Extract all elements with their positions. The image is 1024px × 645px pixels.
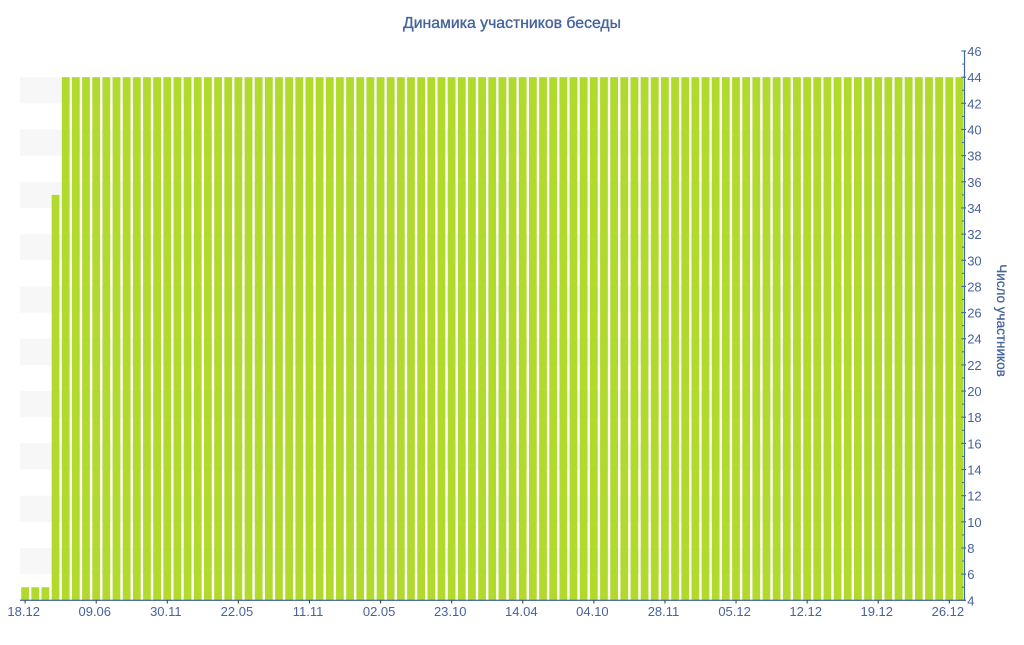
svg-text:12.12: 12.12 [789,604,822,619]
svg-text:46: 46 [967,44,981,59]
svg-text:12: 12 [967,489,981,504]
svg-text:14: 14 [967,463,981,478]
svg-text:26.12: 26.12 [932,604,965,619]
svg-text:02.05: 02.05 [363,604,396,619]
svg-text:24: 24 [967,332,981,347]
svg-text:22: 22 [967,358,981,373]
svg-text:14.04: 14.04 [505,604,538,619]
svg-text:30.11: 30.11 [150,604,182,619]
svg-text:8: 8 [967,541,974,556]
svg-text:Число участников: Число участников [994,264,1009,377]
svg-text:22.05: 22.05 [221,604,254,619]
svg-text:32: 32 [967,227,981,242]
svg-text:10: 10 [967,515,981,530]
svg-text:40: 40 [967,122,981,137]
svg-text:11.11: 11.11 [293,604,324,619]
svg-text:19.12: 19.12 [860,604,893,619]
svg-text:23.10: 23.10 [434,604,467,619]
svg-text:05.12: 05.12 [718,604,751,619]
svg-text:26: 26 [967,306,981,321]
svg-text:36: 36 [967,175,981,190]
svg-text:38: 38 [967,149,981,164]
svg-text:04.10: 04.10 [576,604,609,619]
svg-text:44: 44 [967,70,981,85]
svg-text:09.06: 09.06 [78,604,111,619]
svg-text:4: 4 [967,593,974,608]
svg-text:16: 16 [967,436,981,451]
svg-text:28.11: 28.11 [648,604,680,619]
svg-text:18.12: 18.12 [7,604,40,619]
svg-text:20: 20 [967,384,981,399]
svg-text:42: 42 [967,96,981,111]
svg-text:18: 18 [967,410,981,425]
svg-text:30: 30 [967,253,981,268]
svg-text:28: 28 [967,279,981,294]
svg-text:Динамика участников беседы: Динамика участников беседы [403,15,621,32]
svg-text:6: 6 [967,567,974,582]
svg-text:34: 34 [967,201,981,216]
